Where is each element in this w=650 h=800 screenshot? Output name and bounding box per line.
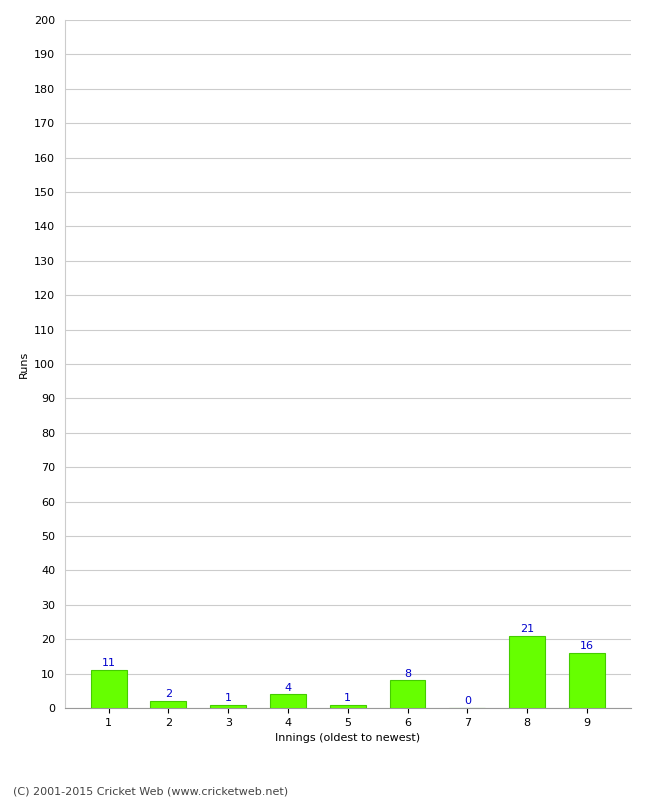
Text: 11: 11 <box>101 658 116 669</box>
Text: 21: 21 <box>520 624 534 634</box>
Y-axis label: Runs: Runs <box>19 350 29 378</box>
Text: 0: 0 <box>464 696 471 706</box>
Text: 8: 8 <box>404 669 411 678</box>
Bar <box>270 694 306 708</box>
Bar <box>330 705 366 708</box>
Bar <box>151 701 187 708</box>
Bar <box>91 670 127 708</box>
Bar <box>509 636 545 708</box>
Bar <box>210 705 246 708</box>
Text: 16: 16 <box>580 642 594 651</box>
Text: 2: 2 <box>165 690 172 699</box>
Bar <box>389 681 426 708</box>
Text: 4: 4 <box>285 682 292 693</box>
Text: 1: 1 <box>225 693 231 703</box>
X-axis label: Innings (oldest to newest): Innings (oldest to newest) <box>275 734 421 743</box>
Text: (C) 2001-2015 Cricket Web (www.cricketweb.net): (C) 2001-2015 Cricket Web (www.cricketwe… <box>13 786 288 796</box>
Text: 1: 1 <box>344 693 351 703</box>
Bar <box>569 653 604 708</box>
